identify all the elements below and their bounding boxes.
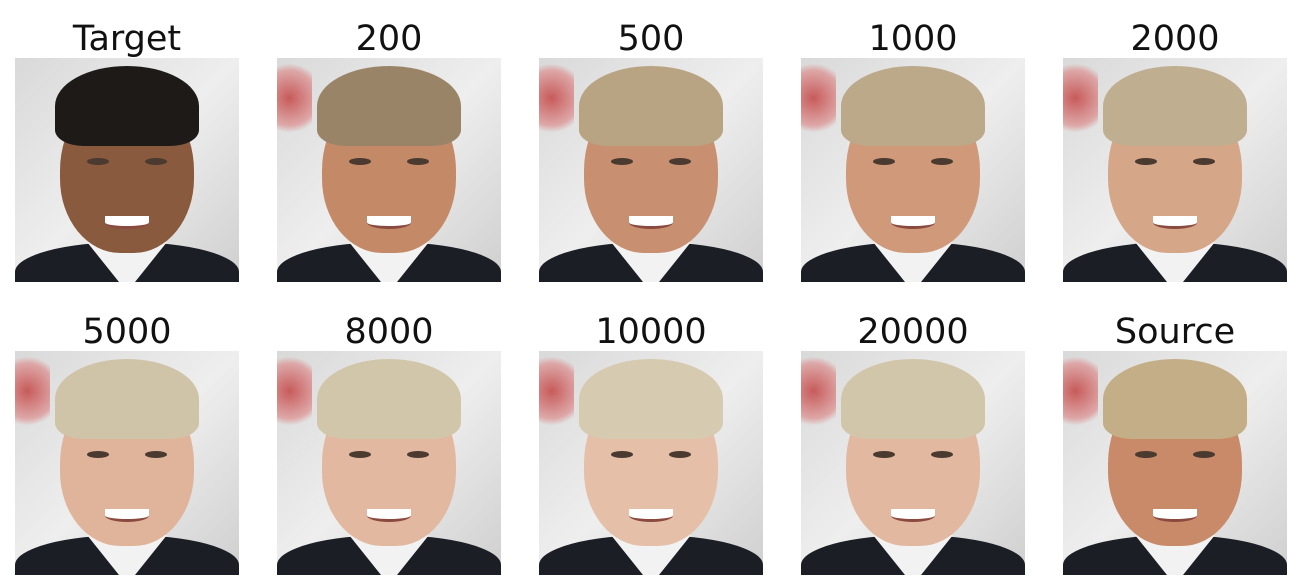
mouth xyxy=(891,509,935,522)
face-image xyxy=(801,351,1025,575)
mouth xyxy=(1153,509,1197,522)
hair xyxy=(55,66,199,146)
panel-label: Target xyxy=(72,19,182,59)
background-red-patch xyxy=(801,351,836,431)
hair xyxy=(317,66,461,146)
face-image xyxy=(539,58,763,282)
background-red-patch xyxy=(1063,351,1098,431)
eye xyxy=(1135,158,1157,165)
eye xyxy=(1193,158,1215,165)
background-red-patch xyxy=(539,351,574,431)
face-image xyxy=(277,351,501,575)
mouth xyxy=(367,216,411,229)
panel-label: 200 xyxy=(355,19,423,59)
background-red-patch xyxy=(539,58,574,138)
hair xyxy=(55,359,199,439)
hair xyxy=(1103,66,1247,146)
hair xyxy=(317,359,461,439)
face-image xyxy=(1063,351,1287,575)
panel-label: 10000 xyxy=(595,312,707,352)
eye xyxy=(669,158,691,165)
eye xyxy=(407,158,429,165)
panel-label: 500 xyxy=(617,19,685,59)
background-red-patch xyxy=(277,58,312,138)
face-image xyxy=(15,351,239,575)
panel-label: 1000 xyxy=(868,19,958,59)
eye xyxy=(87,158,109,165)
mouth xyxy=(1153,216,1197,229)
mouth xyxy=(629,216,673,229)
hair xyxy=(579,66,723,146)
background-red-patch xyxy=(15,351,50,431)
background-red-patch xyxy=(277,351,312,431)
face-image xyxy=(15,58,239,282)
eye xyxy=(145,158,167,165)
hair xyxy=(579,359,723,439)
hair xyxy=(841,66,985,146)
eye xyxy=(873,158,895,165)
eye xyxy=(349,158,371,165)
eye xyxy=(145,451,167,458)
eye xyxy=(1193,451,1215,458)
eye xyxy=(931,158,953,165)
face-image xyxy=(801,58,1025,282)
mouth xyxy=(105,509,149,522)
mouth xyxy=(629,509,673,522)
eye xyxy=(407,451,429,458)
panel-label: Source xyxy=(1114,312,1236,352)
face-image xyxy=(539,351,763,575)
panel-label: 2000 xyxy=(1130,19,1220,59)
mouth xyxy=(105,216,149,229)
hair xyxy=(841,359,985,439)
face-image xyxy=(1063,58,1287,282)
face-image xyxy=(277,58,501,282)
eye xyxy=(87,451,109,458)
background-red-patch xyxy=(1063,58,1098,138)
panel-label: 5000 xyxy=(82,312,172,352)
panel-label: 20000 xyxy=(857,312,969,352)
eye xyxy=(1135,451,1157,458)
eye xyxy=(669,451,691,458)
eye xyxy=(349,451,371,458)
eye xyxy=(611,451,633,458)
background-red-patch xyxy=(801,58,836,138)
mouth xyxy=(367,509,411,522)
panel-label: 8000 xyxy=(344,312,434,352)
eye xyxy=(611,158,633,165)
hair xyxy=(1103,359,1247,439)
eye xyxy=(931,451,953,458)
mouth xyxy=(891,216,935,229)
eye xyxy=(873,451,895,458)
